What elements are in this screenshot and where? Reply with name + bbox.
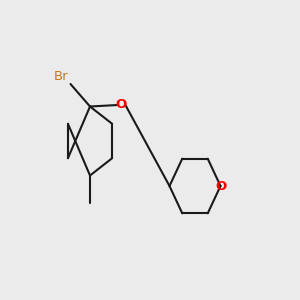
Text: O: O: [116, 98, 127, 112]
Text: Br: Br: [53, 70, 68, 83]
Text: O: O: [215, 179, 226, 193]
